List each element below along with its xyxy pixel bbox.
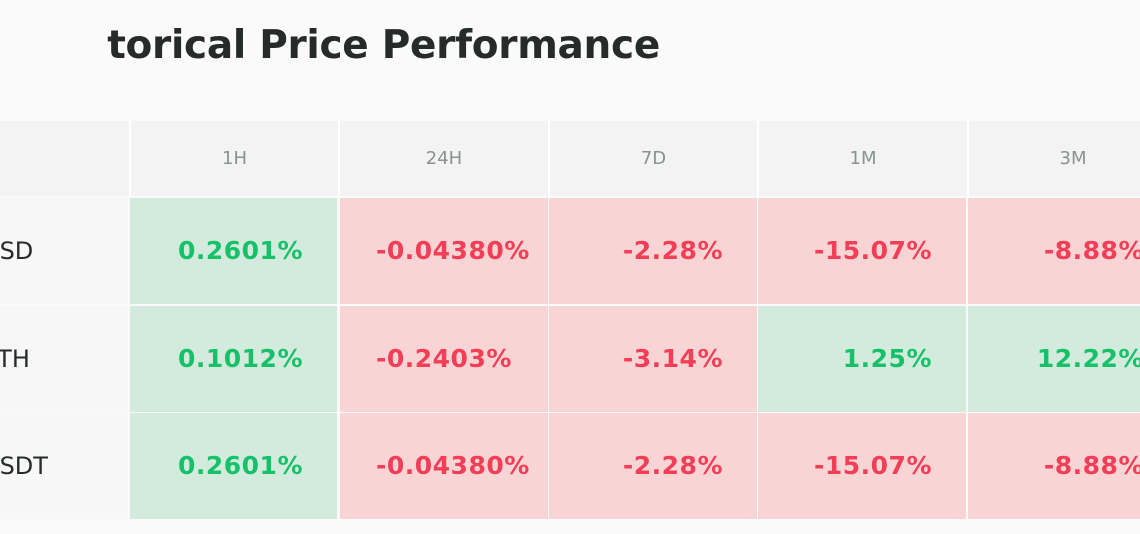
header-1h[interactable]: 1H [129,121,338,196]
change-cell-24h: -0.04380% [340,198,548,304]
change-cell-7d: -2.28% [549,198,757,304]
change-cell-1m: -15.07% [758,413,966,519]
change-cell-1m: -15.07% [758,198,966,304]
change-cell-3m: -8.88% [968,413,1140,519]
section-title: torical Price Performance [107,23,660,68]
header-1m[interactable]: 1M [757,121,967,196]
header-24h[interactable]: 24H [338,121,548,196]
change-cell-3m: 12.22% [968,306,1140,412]
performance-table: 1H 24H 7D 1M 3M USD0.2601%-0.04380%-2.28… [0,121,1140,521]
change-cell-7d: -2.28% [549,413,757,519]
row-pair-label[interactable]: USDT [0,413,128,519]
row-pair-label[interactable]: ETH [0,306,128,412]
table-header-row: 1H 24H 7D 1M 3M [0,121,1140,196]
header-7d[interactable]: 7D [548,121,757,196]
table-row: ETH0.1012%-0.2403%-3.14%1.25%12.22% [0,306,1140,412]
change-cell-1h: 0.2601% [130,413,337,519]
change-cell-1h: 0.1012% [130,306,337,412]
change-cell-1m: 1.25% [758,306,966,412]
change-cell-7d: -3.14% [549,306,757,412]
table-row: USDT0.2601%-0.04380%-2.28%-15.07%-8.88% [0,413,1140,519]
header-pair-column [0,121,129,196]
change-cell-24h: -0.04380% [340,413,548,519]
row-pair-label[interactable]: USD [0,198,128,304]
change-cell-1h: 0.2601% [130,198,337,304]
change-cell-24h: -0.2403% [340,306,548,412]
header-3m[interactable]: 3M [967,121,1140,196]
table-row: USD0.2601%-0.04380%-2.28%-15.07%-8.88% [0,198,1140,304]
change-cell-3m: -8.88% [968,198,1140,304]
